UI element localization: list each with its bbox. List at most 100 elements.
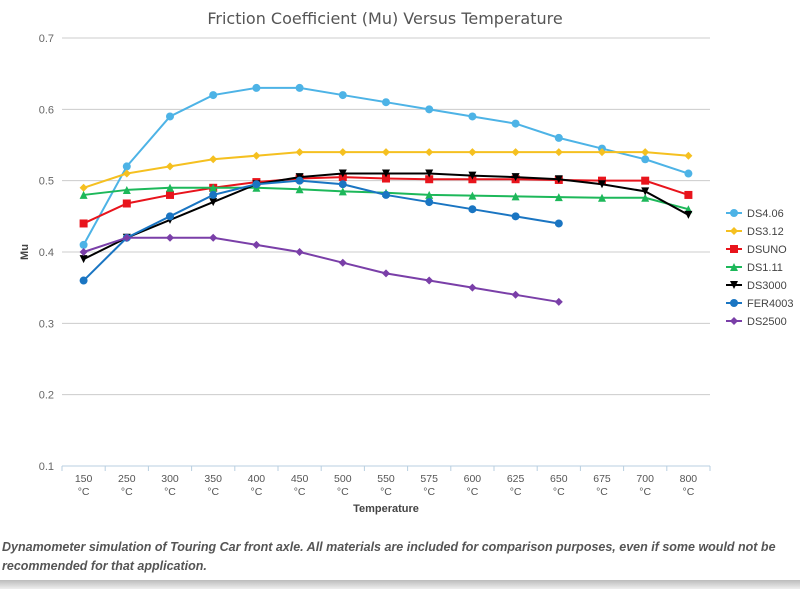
data-point: [554, 175, 563, 184]
data-point: [295, 83, 304, 92]
legend-label: DS3000: [747, 280, 787, 292]
data-point: [122, 162, 131, 171]
data-point: [252, 83, 261, 92]
x-tick-label: 600 °C: [464, 473, 482, 498]
legend-marker: [730, 281, 738, 289]
legend-marker: [730, 299, 738, 307]
data-point: [209, 233, 218, 242]
data-point: [338, 148, 347, 157]
y-tick-label: 0.2: [39, 390, 54, 402]
data-point: [382, 169, 390, 178]
data-point: [425, 276, 434, 285]
legend-item[interactable]: DS1.11: [726, 262, 783, 274]
y-tick-label: 0.4: [39, 247, 54, 259]
y-tick-label: 0.6: [39, 104, 54, 116]
data-point: [468, 112, 477, 121]
data-point: [554, 148, 563, 157]
legend-item[interactable]: FER4003: [726, 298, 793, 310]
data-point: [425, 105, 434, 114]
series-line: [83, 236, 559, 303]
data-point: [468, 283, 477, 292]
data-point: [425, 169, 434, 178]
data-point: [382, 269, 390, 278]
legend-marker: [730, 263, 738, 271]
data-point: [79, 248, 88, 256]
chart-caption: Dynamometer simulation of Touring Car fr…: [2, 540, 776, 573]
data-point: [166, 190, 174, 199]
series-line: [83, 172, 689, 261]
data-point: [554, 219, 563, 228]
chart-title: Friction Coefficient (Mu) Versus Tempera…: [207, 9, 562, 28]
bottom-divider: [0, 580, 800, 589]
data-point: [209, 198, 218, 207]
data-point: [425, 148, 434, 157]
x-tick-label: 450 °C: [291, 473, 309, 498]
data-point: [122, 199, 131, 208]
legend-label: DS2500: [747, 316, 787, 328]
data-point: [425, 175, 434, 184]
data-point: [209, 155, 218, 164]
x-tick-label: 575 °C: [420, 473, 438, 498]
data-point: [684, 190, 693, 199]
data-point: [425, 190, 434, 199]
data-point: [598, 193, 606, 202]
x-tick-label: 675 °C: [593, 473, 611, 498]
legend-label: DS4.06: [747, 208, 784, 220]
series-ds406: [79, 83, 693, 249]
data-point: [598, 148, 606, 157]
data-point: [382, 98, 390, 107]
series-ds2500: [79, 233, 563, 306]
data-point: [338, 187, 347, 196]
data-point: [684, 151, 693, 160]
data-point: [166, 183, 174, 192]
legend-item[interactable]: DS4.06: [726, 208, 784, 220]
series-line: [82, 179, 559, 282]
x-axis-label: Temperature: [353, 503, 419, 515]
data-point: [598, 180, 606, 189]
x-tick-label: 650 °C: [550, 473, 568, 498]
x-tick-label: 400 °C: [248, 473, 266, 498]
data-point: [209, 183, 218, 192]
data-point: [252, 180, 261, 189]
series-ds312: [79, 148, 693, 192]
y-axis-label: Mu: [19, 244, 31, 260]
data-point: [122, 185, 131, 194]
legend-marker: [730, 227, 738, 235]
data-point: [295, 248, 304, 256]
data-point: [79, 219, 88, 228]
legend-item[interactable]: DS2500: [726, 316, 787, 328]
data-point: [338, 91, 347, 100]
data-point: [338, 169, 347, 178]
data-point: [79, 240, 88, 249]
x-tick-label: 625 °C: [507, 473, 525, 498]
data-point: [425, 198, 434, 207]
legend-item[interactable]: DS3000: [726, 280, 787, 292]
series-fer4003: [79, 176, 563, 285]
data-point: [338, 180, 347, 189]
legend-item[interactable]: DSUNO: [726, 244, 787, 256]
data-point: [468, 191, 477, 200]
data-point: [122, 169, 131, 178]
x-tick-label: 700 °C: [636, 473, 654, 498]
data-point: [338, 258, 347, 267]
legend-label: FER4003: [747, 298, 793, 310]
data-point: [295, 148, 304, 157]
data-point: [511, 192, 520, 201]
legend-item[interactable]: DS3.12: [726, 226, 784, 238]
data-point: [554, 297, 563, 306]
data-point: [209, 91, 218, 100]
legend-marker: [730, 209, 738, 217]
data-point: [252, 240, 261, 249]
data-point: [166, 212, 174, 221]
data-point: [382, 174, 390, 183]
legend-label: DSUNO: [747, 244, 787, 256]
data-point: [79, 190, 88, 199]
data-point: [641, 176, 650, 185]
data-point: [295, 176, 304, 185]
data-point: [79, 255, 88, 264]
data-point: [684, 210, 693, 219]
data-point: [641, 155, 650, 164]
data-point: [209, 190, 218, 199]
y-tick-label: 0.5: [39, 176, 54, 188]
data-point: [468, 148, 477, 157]
